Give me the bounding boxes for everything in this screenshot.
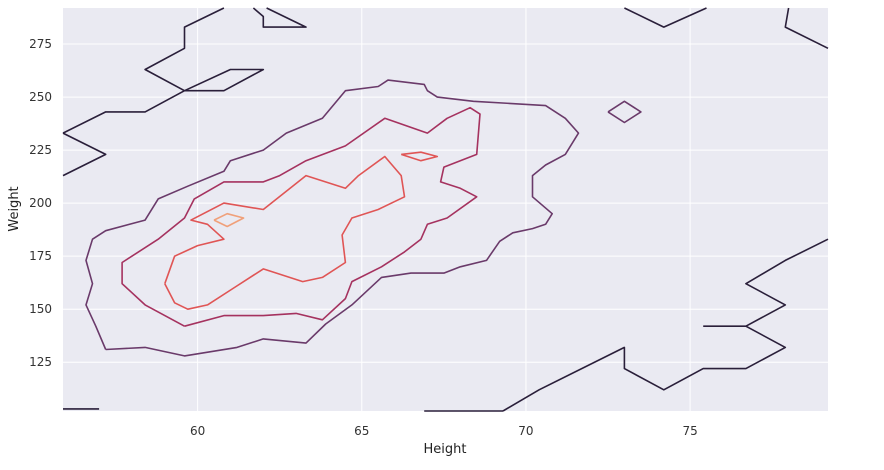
y-tick-label: 275: [29, 37, 52, 51]
contour-line-level-1: [624, 7, 707, 28]
y-tick-labels: 125 150 175 200 225 250 275: [29, 37, 52, 369]
contour-line-level-1: [784, 7, 829, 50]
y-tick-label: 125: [29, 355, 52, 369]
contour-line-level-4: [400, 151, 439, 162]
contour-line-level-1: [703, 238, 829, 328]
x-axis-label: Height: [424, 442, 467, 457]
y-tick-label: 150: [29, 302, 52, 316]
x-tick-label: 70: [518, 424, 533, 438]
y-tick-label: 175: [29, 249, 52, 263]
x-tick-label: 65: [354, 424, 369, 438]
plot-area: [63, 8, 828, 411]
contour-line-level-2: [85, 79, 580, 357]
contour-line-level-5: [213, 212, 245, 228]
x-tick-labels: 60 65 70 75: [190, 424, 698, 438]
y-tick-label: 225: [29, 143, 52, 157]
y-tick-label: 250: [29, 90, 52, 104]
contour-line-level-1: [502, 325, 787, 412]
y-tick-label: 200: [29, 196, 52, 210]
contour-line-level-1: [62, 7, 265, 134]
contour-line-level-1: [252, 7, 307, 28]
x-tick-label: 60: [190, 424, 205, 438]
contour-lines: [62, 7, 829, 412]
contour-line-level-4: [164, 155, 406, 311]
y-axis-label: Weight: [7, 186, 22, 231]
contour-line-level-3: [121, 106, 481, 327]
contour-line-level-2: [607, 100, 642, 124]
contour-line-level-1: [62, 132, 107, 177]
x-tick-label: 75: [682, 424, 697, 438]
